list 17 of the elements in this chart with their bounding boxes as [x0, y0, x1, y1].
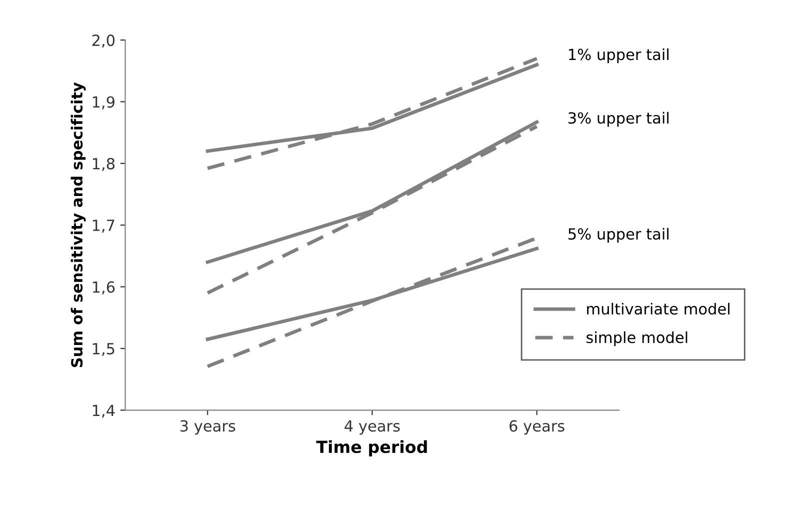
y-tick-label: 1,5 — [92, 343, 114, 356]
x-tick-label: 6 years — [510, 420, 564, 435]
x-axis-title: Time period — [316, 440, 427, 456]
annotation: 3% upper tail — [568, 112, 668, 127]
y-tick-label: 1,4 — [92, 404, 115, 418]
y-tick-label: 1,9 — [92, 96, 114, 110]
legend-label: multivariate model — [587, 302, 730, 315]
y-axis-title: Sum of sensitivity and specificity — [70, 82, 86, 368]
y-tick-label: 1,7 — [92, 220, 114, 233]
annotation: 5% upper tail — [568, 228, 668, 243]
y-tick-label: 1,6 — [92, 281, 115, 294]
y-tick-label: 1,8 — [92, 158, 114, 172]
y-tick-label: 2,0 — [92, 34, 115, 48]
annotation: 1% upper tail — [569, 48, 668, 64]
x-tick-label: 3 years — [180, 420, 236, 435]
legend-label: simple model — [586, 331, 688, 346]
x-tick-label: 4 years — [344, 420, 400, 435]
